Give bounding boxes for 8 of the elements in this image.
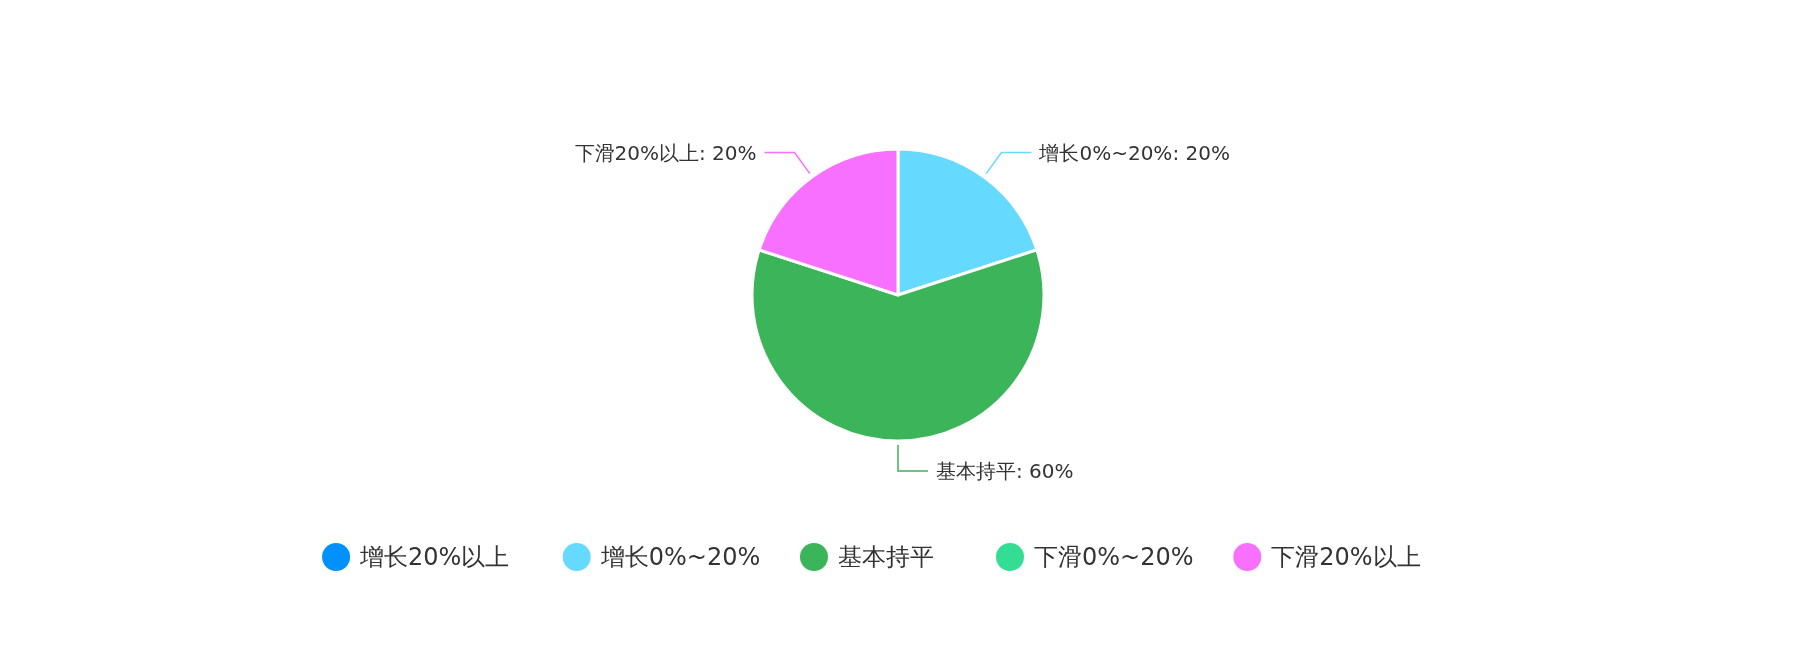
data-label: 下滑20%以上: 20% bbox=[574, 140, 757, 165]
legend-label: 下滑20%以上 bbox=[1271, 543, 1421, 572]
data-label: 增长0%~20%: 20% bbox=[1038, 140, 1230, 165]
legend-label: 增长20%以上 bbox=[359, 543, 510, 572]
legend-label: 基本持平 bbox=[838, 543, 934, 572]
data-label: 基本持平: 60% bbox=[936, 459, 1074, 483]
legend-label: 增长0%~20% bbox=[599, 543, 761, 572]
legend-label: 下滑0%~20% bbox=[1034, 543, 1194, 572]
